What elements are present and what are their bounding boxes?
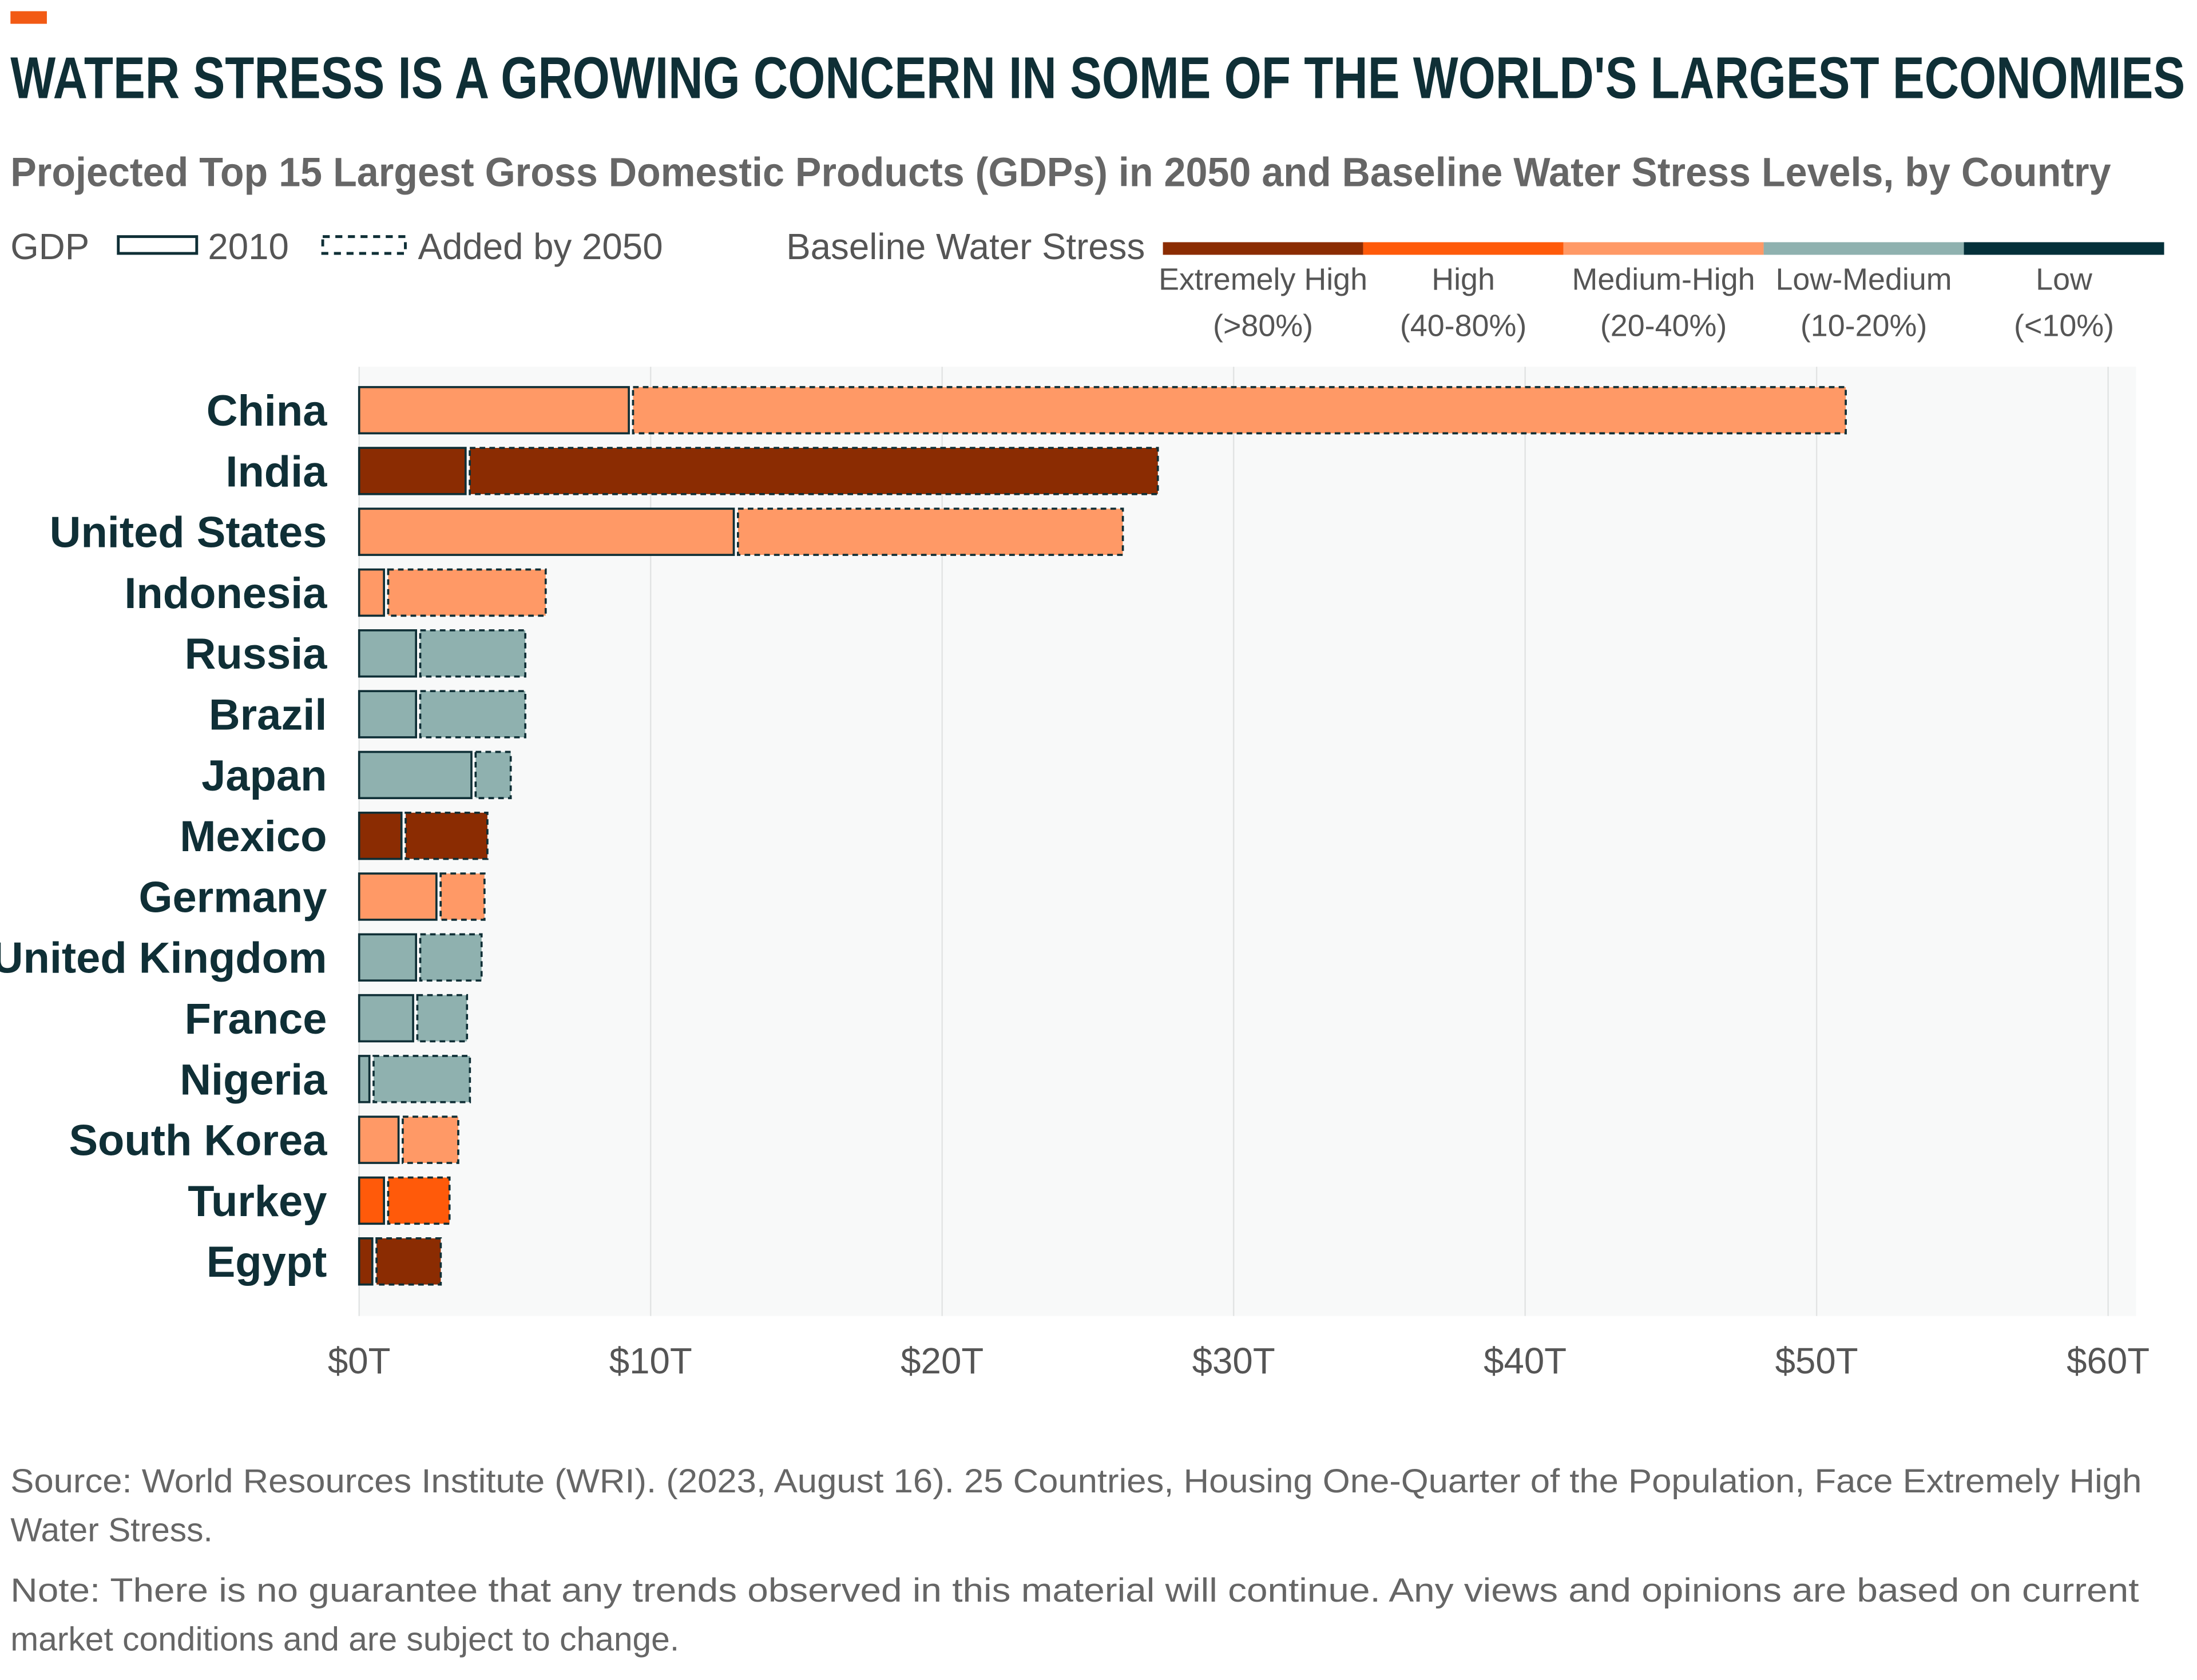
category-label: United States — [50, 509, 327, 557]
bar-added-by-2050 — [402, 1115, 459, 1164]
bar-added-by-2050 — [419, 629, 526, 678]
category-label: France — [185, 995, 327, 1043]
chart-title: WATER STRESS IS A GROWING CONCERN IN SOM… — [10, 45, 2185, 110]
category-label: China — [207, 387, 328, 435]
bar-2010 — [358, 1115, 400, 1164]
bar-added-by-2050 — [439, 872, 486, 921]
bar-added-by-2050 — [632, 386, 1847, 435]
category-label: Indonesia — [124, 569, 327, 618]
category-label: Brazil — [209, 691, 327, 740]
bar-2010 — [358, 933, 418, 982]
bar-2010 — [358, 568, 385, 617]
legend-level-name: Low-Medium — [1775, 263, 1952, 297]
legend: GDP 2010 Added by 2050 Baseline Water St… — [10, 227, 2164, 343]
bar-2010 — [358, 994, 414, 1043]
legend-level-name: High — [1431, 263, 1495, 297]
bar-2010 — [358, 811, 403, 860]
legend-level-range: (<10%) — [2014, 308, 2114, 343]
category-label: Mexico — [180, 812, 327, 861]
bar-added-by-2050 — [419, 933, 483, 982]
source-line-1: Source: World Resources Institute (WRI).… — [10, 1463, 2142, 1500]
bar-2010 — [358, 386, 630, 435]
bar-added-by-2050 — [474, 750, 512, 800]
legend-level-range: (20-40%) — [1600, 308, 1727, 343]
category-label: Egypt — [207, 1238, 327, 1286]
x-tick-label: $60T — [2067, 1341, 2150, 1381]
bar-added-by-2050 — [387, 568, 547, 617]
bar-2010 — [358, 507, 735, 556]
category-label: United Kingdom — [0, 934, 327, 983]
legend-color-high — [1363, 242, 1564, 255]
legend-level-name: Low — [2036, 263, 2092, 297]
bar-added-by-2050 — [375, 1237, 442, 1286]
category-label: Nigeria — [180, 1055, 327, 1104]
bar-added-by-2050 — [419, 690, 526, 738]
bar-added-by-2050 — [469, 447, 1159, 495]
bar-added-by-2050 — [387, 1176, 451, 1225]
legend-level-name: Medium-High — [1572, 263, 1755, 297]
legend-color-extremely-high — [1163, 242, 1363, 255]
category-label: Russia — [185, 630, 328, 678]
legend-color-medium-high — [1563, 242, 1764, 255]
bar-2010 — [358, 1055, 371, 1103]
note-line-2: market conditions and are subject to cha… — [10, 1621, 679, 1658]
bar-2010 — [358, 1237, 374, 1286]
category-label: India — [225, 447, 327, 496]
legend-color-low — [1964, 242, 2164, 255]
source-line-2: Water Stress. — [10, 1512, 213, 1549]
x-tick-label: $40T — [1484, 1341, 1567, 1381]
x-tick-label: $0T — [328, 1341, 391, 1381]
bar-added-by-2050 — [416, 994, 469, 1043]
bar-2010 — [358, 872, 438, 921]
category-label: South Korea — [69, 1117, 327, 1165]
bar-added-by-2050 — [372, 1055, 471, 1103]
legend-gdp-label: GDP — [10, 227, 89, 267]
x-tick-label: $30T — [1192, 1341, 1275, 1381]
bar-2010 — [358, 629, 418, 678]
bar-2010 — [358, 750, 473, 800]
bar-2010 — [358, 1176, 385, 1225]
legend-added-label: Added by 2050 — [418, 227, 663, 267]
category-label: Germany — [139, 873, 327, 922]
plot-area: $0T $10T $20T $30T $40T $50T $60T China India Uni… — [0, 367, 2150, 1381]
legend-stress-label: Baseline Water Stress — [786, 227, 1145, 267]
legend-level-range: (40-80%) — [1400, 308, 1526, 343]
stress-legend: Extremely High (>80%) High (40-80%) Medium-H… — [1159, 242, 2164, 343]
x-tick-label: $50T — [1775, 1341, 1858, 1381]
accent-mark — [10, 11, 47, 24]
x-tick-label: $20T — [901, 1341, 984, 1381]
category-label: Turkey — [188, 1177, 327, 1226]
x-tick-label: $10T — [609, 1341, 692, 1381]
chart-subtitle: Projected Top 15 Largest Gross Domestic … — [10, 150, 2111, 196]
bar-added-by-2050 — [404, 811, 489, 860]
bar-added-by-2050 — [737, 507, 1124, 556]
note-line-1: Note: There is no guarantee that any tre… — [10, 1572, 2139, 1609]
legend-color-low-medium — [1763, 242, 1964, 255]
legend-dashed-swatch — [321, 235, 407, 255]
legend-solid-swatch — [117, 235, 199, 255]
legend-level-name: Extremely High — [1159, 263, 1367, 297]
legend-level-range: (>80%) — [1213, 308, 1313, 343]
category-label: Japan — [201, 752, 327, 800]
legend-level-range: (10-20%) — [1801, 308, 1927, 343]
footer: Source: World Resources Institute (WRI).… — [10, 1463, 2142, 1658]
legend-2010-label: 2010 — [208, 227, 289, 267]
bar-2010 — [358, 447, 467, 495]
bar-2010 — [358, 690, 418, 738]
